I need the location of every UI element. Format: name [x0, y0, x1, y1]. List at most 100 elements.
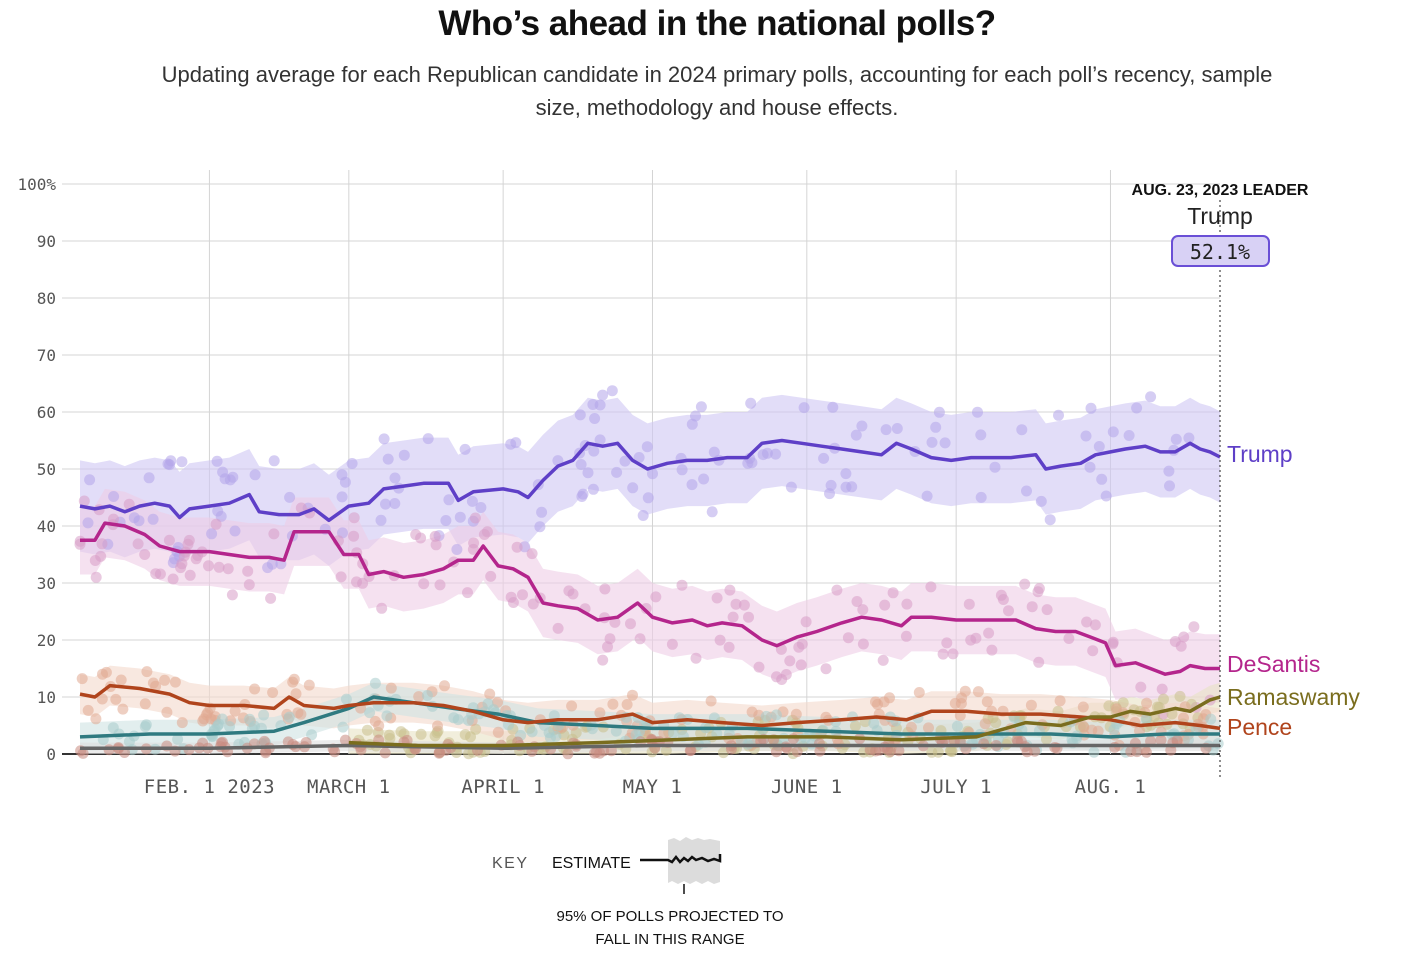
- poll-dot-trump: [745, 397, 757, 409]
- poll-dot-desantis: [796, 638, 808, 650]
- poll-dot-desantis: [1033, 656, 1045, 668]
- poll-dot-desantis: [857, 638, 869, 650]
- poll-dot-trump: [249, 469, 261, 481]
- poll-dot-desantis: [150, 568, 162, 580]
- poll-dot-trump: [926, 436, 938, 448]
- poll-dot-trump: [587, 483, 599, 495]
- poll-dot-pence: [607, 698, 619, 710]
- poll-dot-desantis: [597, 654, 609, 666]
- poll-dot-other: [1171, 734, 1183, 746]
- poll-dot-pence: [139, 698, 151, 710]
- key-estimate-line: [640, 854, 722, 864]
- poll-dot-pence: [110, 693, 122, 705]
- poll-dot-trump: [382, 453, 394, 465]
- poll-dot-trump: [825, 479, 837, 491]
- poll-dot-desantis: [167, 573, 179, 585]
- poll-dot-pence: [1077, 701, 1089, 713]
- poll-dot-trump: [1183, 432, 1195, 444]
- poll-dot-trump: [695, 401, 707, 413]
- leader-callout: AUG. 23, 2023 LEADER Trump 52.1%: [1132, 182, 1309, 780]
- chart-subtitle: Updating average for each Republican can…: [161, 62, 1273, 120]
- poll-dot-trump: [262, 562, 274, 574]
- poll-dot-haley: [1140, 713, 1152, 725]
- poll-dot-desantis: [222, 563, 234, 575]
- poll-dot-pence: [981, 696, 993, 708]
- poll-dot-desantis: [599, 583, 611, 595]
- poll-dot-desantis: [714, 634, 726, 646]
- poll-dot-desantis: [526, 548, 538, 560]
- poll-dot-pence: [176, 717, 188, 729]
- poll-dot-other: [787, 733, 799, 745]
- poll-dot-trump: [443, 494, 455, 506]
- poll-dot-trump: [827, 401, 839, 413]
- poll-dot-desantis: [242, 565, 254, 577]
- poll-dot-desantis: [226, 589, 238, 601]
- poll-dot-other: [1165, 744, 1177, 756]
- poll-dot-trump: [846, 481, 858, 493]
- label-trump: Trump: [1227, 441, 1293, 467]
- poll-dot-ramaswamy: [1158, 693, 1169, 705]
- poll-dot-trump: [798, 402, 810, 414]
- poll-dot-trump: [574, 409, 586, 421]
- poll-dot-haley: [306, 729, 318, 741]
- poll-dot-pence: [705, 695, 717, 707]
- poll-dot-pence: [1054, 695, 1066, 707]
- key-estimate-label: ESTIMATE: [552, 855, 631, 872]
- poll-dot-pence: [96, 693, 108, 705]
- poll-dot-other: [339, 734, 351, 746]
- poll-dot-trump: [534, 521, 546, 533]
- poll-dot-desantis: [517, 589, 528, 601]
- leader-heading: AUG. 23, 2023 LEADER: [1132, 182, 1309, 199]
- poll-dot-desantis: [753, 661, 765, 673]
- poll-dot-haley: [1205, 713, 1217, 725]
- poll-dot-haley: [258, 709, 270, 721]
- poll-dot-trump: [339, 476, 351, 488]
- y-tick-label: 40: [37, 517, 56, 536]
- poll-dot-ramaswamy: [463, 748, 475, 760]
- poll-dot-desantis: [1003, 605, 1014, 617]
- poll-dot-ramaswamy: [415, 728, 427, 740]
- poll-dot-trump: [891, 423, 903, 434]
- poll-dot-desantis: [963, 598, 975, 610]
- poll-dot-desantis: [640, 603, 652, 614]
- poll-dot-desantis: [132, 538, 144, 550]
- poll-dot-trump: [619, 455, 631, 467]
- poll-dot-trump: [1170, 433, 1182, 445]
- y-tick-label: 90: [37, 232, 56, 251]
- poll-dot-trump: [1021, 485, 1032, 497]
- poll-dot-other: [1109, 741, 1121, 753]
- poll-dot-pence: [439, 680, 450, 692]
- poll-dot-desantis: [738, 599, 750, 611]
- poll-dot-haley: [544, 732, 556, 744]
- label-desantis: DeSantis: [1227, 651, 1320, 677]
- poll-dot-desantis: [348, 530, 360, 542]
- poll-dot-trump: [856, 420, 868, 432]
- poll-dot-desantis: [563, 585, 575, 597]
- x-tick-label: MAY 1: [623, 776, 683, 798]
- poll-dot-desantis: [711, 592, 723, 604]
- y-tick-label: 20: [37, 631, 56, 650]
- poll-dot-other: [978, 738, 990, 750]
- poll-dot-desantis: [511, 541, 523, 553]
- poll-dot-desantis: [995, 589, 1007, 601]
- poll-dot-pence: [959, 685, 971, 697]
- poll-dot-trump: [1016, 424, 1028, 436]
- poll-dot-desantis: [1019, 578, 1031, 590]
- poll-dot-trump: [587, 399, 599, 410]
- y-tick-label: 60: [37, 403, 56, 422]
- poll-dot-trump: [575, 459, 587, 470]
- poll-dot-pence: [979, 718, 991, 730]
- poll-dot-other: [685, 744, 697, 756]
- poll-dot-trump: [642, 492, 654, 504]
- poll-dot-desantis: [879, 599, 891, 611]
- poll-dot-pence: [229, 705, 241, 717]
- poll-dot-pence: [594, 707, 606, 719]
- y-tick-label: 10: [37, 688, 56, 707]
- x-tick-label: AUG. 1: [1075, 776, 1147, 798]
- poll-dot-pence: [249, 683, 261, 695]
- y-tick-label: 100%: [17, 175, 56, 194]
- poll-dot-other: [1140, 746, 1152, 758]
- poll-dot-other: [884, 745, 896, 757]
- label-pence: Pence: [1227, 714, 1292, 740]
- poll-dot-ramaswamy: [1040, 733, 1052, 745]
